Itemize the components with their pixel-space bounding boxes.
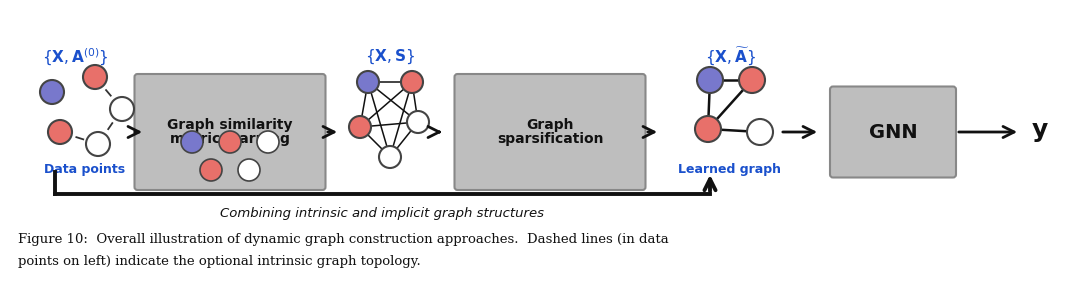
- Text: sparsification: sparsification: [497, 132, 604, 146]
- Circle shape: [110, 97, 134, 121]
- FancyBboxPatch shape: [831, 86, 956, 177]
- Circle shape: [219, 131, 241, 153]
- Circle shape: [238, 159, 260, 181]
- Circle shape: [86, 132, 110, 156]
- Circle shape: [349, 116, 372, 138]
- Text: Combining intrinsic and implicit graph structures: Combining intrinsic and implicit graph s…: [220, 208, 544, 220]
- Circle shape: [696, 116, 721, 142]
- Circle shape: [407, 111, 429, 133]
- Text: metric learning: metric learning: [170, 132, 289, 146]
- Circle shape: [40, 80, 64, 104]
- Text: Data points: Data points: [44, 162, 125, 175]
- Circle shape: [357, 71, 379, 93]
- Text: Figure 10:  Overall illustration of dynamic graph construction approaches.  Dash: Figure 10: Overall illustration of dynam…: [18, 234, 669, 247]
- Circle shape: [83, 65, 107, 89]
- Circle shape: [379, 146, 401, 168]
- Circle shape: [200, 159, 222, 181]
- Circle shape: [257, 131, 279, 153]
- Text: $\{\mathbf{X},\mathbf{S}\}$: $\{\mathbf{X},\mathbf{S}\}$: [365, 48, 415, 66]
- Text: Learned graph: Learned graph: [678, 162, 782, 175]
- FancyBboxPatch shape: [455, 74, 646, 190]
- Circle shape: [401, 71, 423, 93]
- Circle shape: [181, 131, 203, 153]
- Text: $\mathbf{y}$: $\mathbf{y}$: [1031, 120, 1049, 144]
- Circle shape: [739, 67, 765, 93]
- Circle shape: [697, 67, 723, 93]
- Text: GNN: GNN: [868, 123, 917, 141]
- Circle shape: [747, 119, 773, 145]
- Text: Graph: Graph: [526, 118, 573, 132]
- Text: $\{\mathbf{X},\mathbf{A}^{(0)}\}$: $\{\mathbf{X},\mathbf{A}^{(0)}\}$: [42, 46, 108, 67]
- FancyBboxPatch shape: [135, 74, 325, 190]
- Text: points on left) indicate the optional intrinsic graph topology.: points on left) indicate the optional in…: [18, 255, 421, 269]
- Text: $\{\mathbf{X},\widetilde{\mathbf{A}}\}$: $\{\mathbf{X},\widetilde{\mathbf{A}}\}$: [704, 46, 755, 68]
- Circle shape: [48, 120, 72, 144]
- Text: Graph similarity: Graph similarity: [167, 118, 293, 132]
